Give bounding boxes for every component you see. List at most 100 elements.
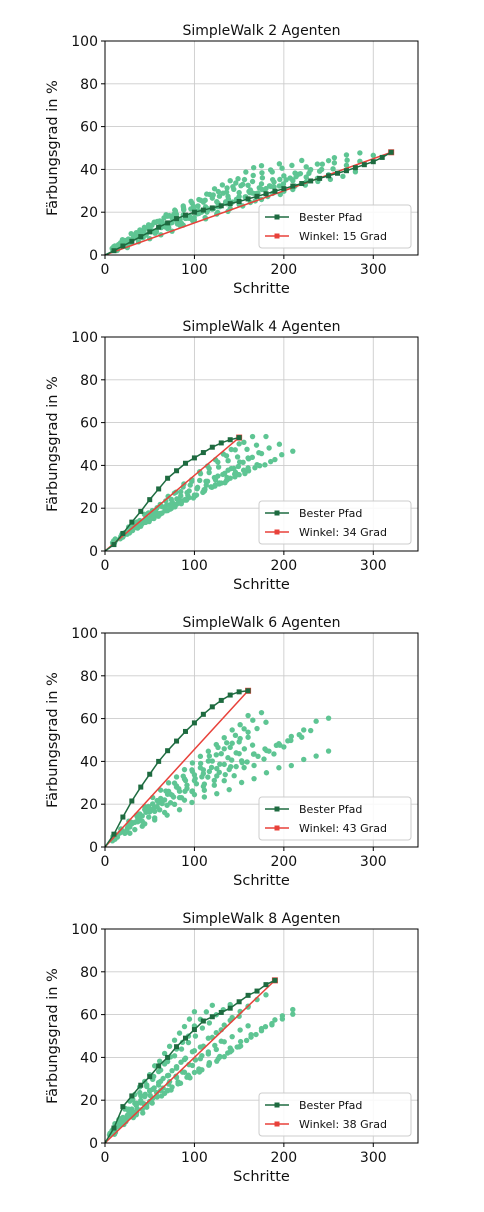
run-point xyxy=(235,463,242,470)
y-tick-label: 80 xyxy=(80,965,98,981)
best-path-point xyxy=(245,196,251,202)
run-point xyxy=(205,774,211,780)
run-point xyxy=(218,751,224,757)
run-point xyxy=(195,203,201,209)
best-path-point xyxy=(120,1104,126,1110)
legend-label: Bester Pfad xyxy=(299,803,362,816)
run-point xyxy=(161,1050,168,1057)
run-point xyxy=(245,465,251,471)
run-point xyxy=(134,525,141,531)
run-point xyxy=(241,764,247,771)
legend: Bester Pfad Winkel: 34 Grad xyxy=(258,500,412,545)
best-path-point xyxy=(147,497,153,503)
best-path-point xyxy=(200,207,206,213)
run-point xyxy=(219,182,226,188)
best-path-point xyxy=(200,711,206,717)
run-point xyxy=(269,169,275,175)
run-point xyxy=(209,1002,216,1008)
run-point xyxy=(139,813,145,819)
run-point xyxy=(228,1047,235,1054)
run-point xyxy=(211,782,218,788)
run-point xyxy=(196,477,203,484)
run-point xyxy=(232,447,238,453)
plot-area xyxy=(105,977,296,1144)
run-point xyxy=(228,757,235,763)
run-point xyxy=(256,185,262,191)
legend-label: Bester Pfad xyxy=(299,507,362,520)
run-point xyxy=(178,1046,185,1052)
run-point xyxy=(307,166,314,173)
x-axis-label: Schritte xyxy=(233,1169,290,1185)
run-point xyxy=(222,771,228,778)
run-point xyxy=(303,164,309,170)
best-path-point xyxy=(236,435,242,441)
run-point xyxy=(263,992,269,998)
y-tick-label: 100 xyxy=(71,922,98,938)
angle-line xyxy=(105,437,240,552)
run-point xyxy=(221,778,227,784)
run-point xyxy=(301,756,307,763)
legend: Bester Pfad Winkel: 15 Grad xyxy=(258,204,412,249)
best-path-point xyxy=(156,1063,162,1069)
run-point xyxy=(164,1058,171,1065)
x-tick-label: 100 xyxy=(181,1150,208,1166)
run-point xyxy=(161,797,168,803)
run-point xyxy=(237,1027,243,1033)
run-point xyxy=(262,746,268,752)
run-point xyxy=(223,189,230,195)
run-point xyxy=(191,1048,198,1054)
run-point xyxy=(240,467,247,473)
run-point xyxy=(151,1063,158,1069)
run-point xyxy=(259,170,265,176)
run-point xyxy=(216,193,223,199)
y-tick-label: 60 xyxy=(80,1008,98,1024)
run-point xyxy=(262,1023,269,1030)
run-point xyxy=(250,717,256,723)
run-point xyxy=(266,748,272,754)
y-tick-label: 0 xyxy=(89,544,98,560)
run-point xyxy=(191,791,198,798)
legend-label: Winkel: 43 Grad xyxy=(299,822,387,835)
best-path-point xyxy=(263,982,269,988)
legend-box xyxy=(258,204,412,249)
run-point xyxy=(263,719,269,725)
best-path-point xyxy=(272,188,278,194)
run-point xyxy=(173,211,180,218)
y-axis-label: Färbungsgrad in % xyxy=(45,968,61,1104)
legend-marker-angle xyxy=(274,825,280,831)
run-point xyxy=(176,1030,183,1036)
run-point xyxy=(226,786,232,793)
y-axis-label: Färbungsgrad in % xyxy=(45,376,61,512)
best-path-point xyxy=(147,229,153,235)
y-tick-label: 100 xyxy=(71,626,98,642)
run-point xyxy=(220,471,226,478)
run-point xyxy=(238,779,245,786)
run-point xyxy=(227,177,233,184)
y-axis-label: Färbungsgrad in % xyxy=(45,672,61,808)
run-point xyxy=(186,1016,193,1022)
run-point xyxy=(232,469,239,475)
run-point xyxy=(299,157,305,164)
run-point xyxy=(229,727,235,733)
angle-line xyxy=(105,690,249,848)
best-path-point xyxy=(254,988,260,994)
best-path-point xyxy=(165,220,171,226)
run-point xyxy=(189,217,196,224)
run-point xyxy=(236,750,242,757)
run-point xyxy=(159,219,165,225)
best-path-point xyxy=(218,203,224,209)
best-path-point xyxy=(174,1044,180,1050)
run-point xyxy=(144,1083,150,1090)
run-point xyxy=(314,161,321,167)
x-tick-label: 300 xyxy=(360,558,387,574)
run-point xyxy=(199,1025,206,1031)
run-point xyxy=(325,715,332,721)
run-point xyxy=(261,187,268,193)
best-path-point xyxy=(326,173,332,179)
run-point xyxy=(268,458,274,465)
run-point xyxy=(319,161,326,167)
legend-marker-best-path xyxy=(274,1102,280,1108)
run-point xyxy=(164,225,171,232)
run-point xyxy=(175,500,182,506)
run-point xyxy=(171,801,178,807)
